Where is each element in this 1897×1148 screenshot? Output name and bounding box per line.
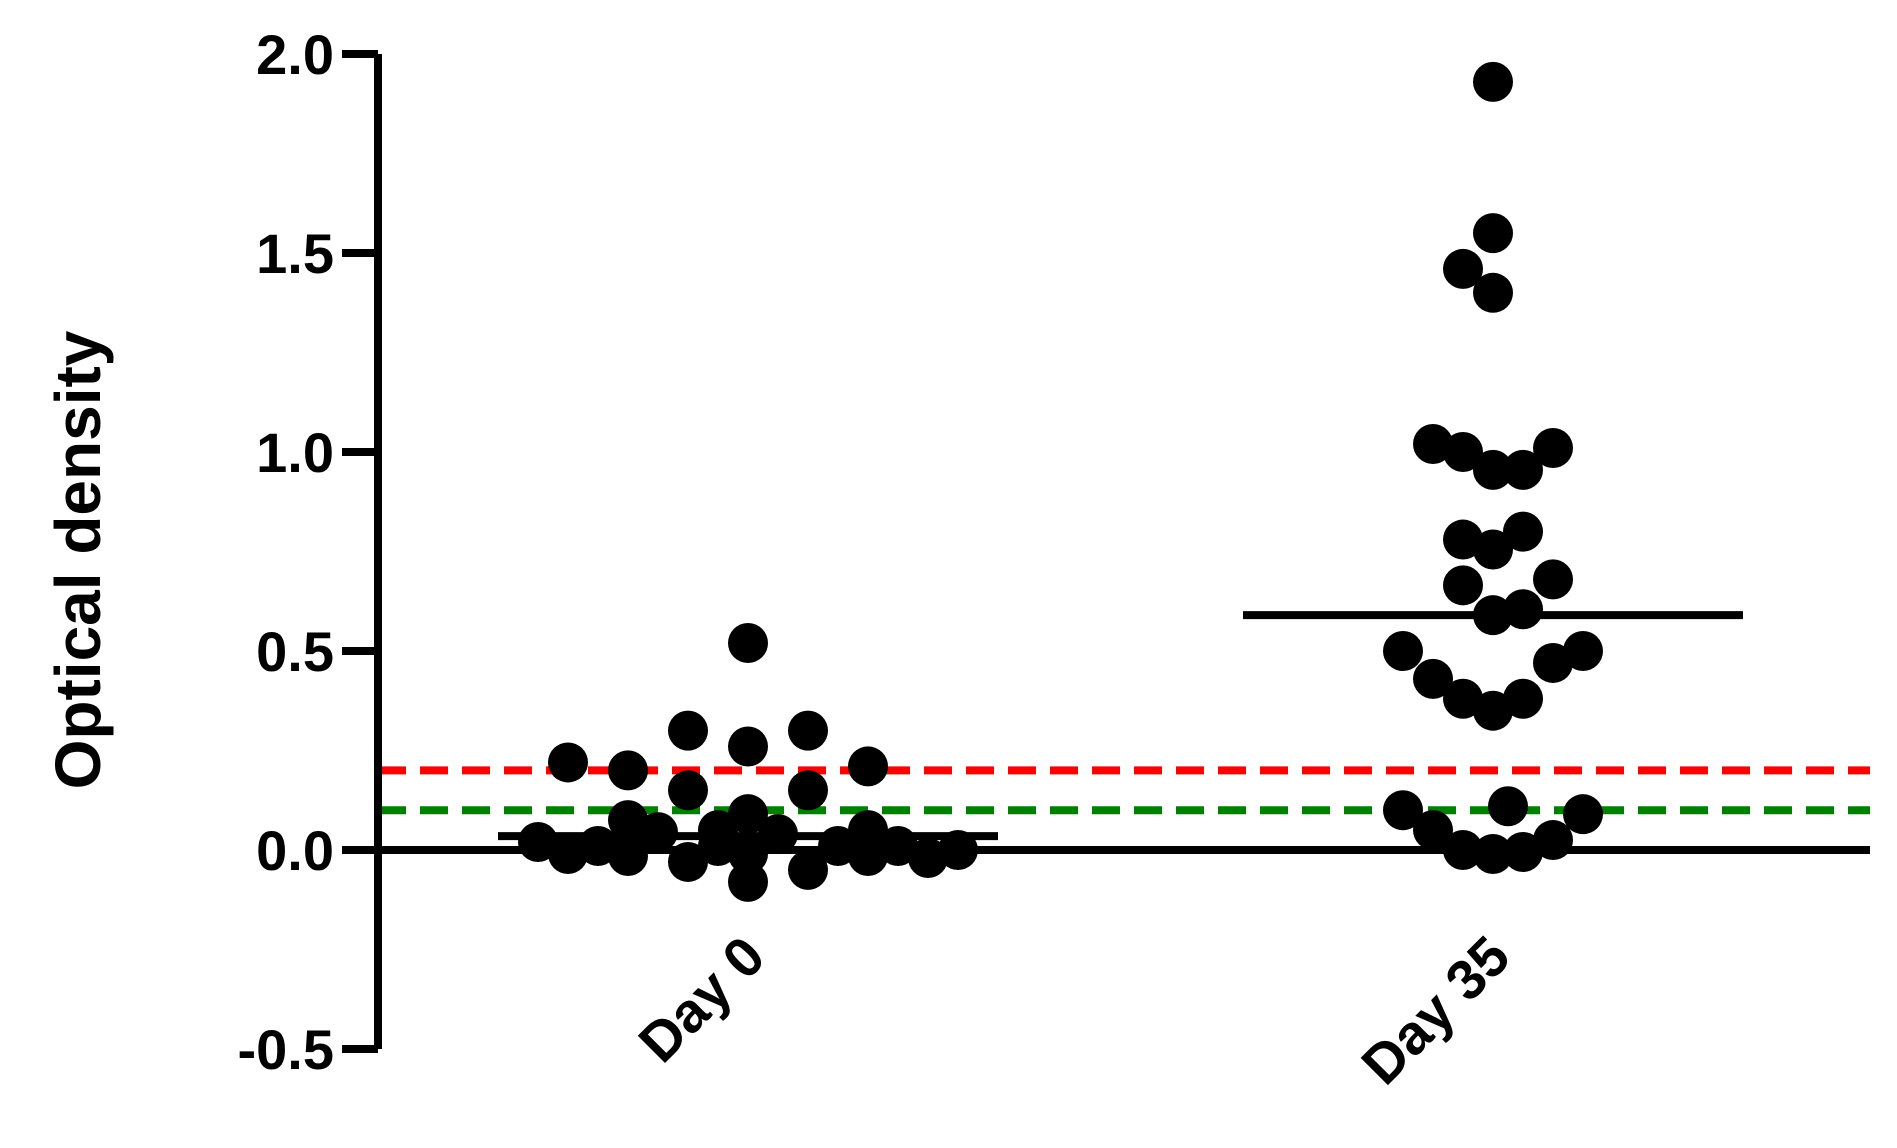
data-point-1-27 (1533, 820, 1573, 861)
data-point-1-19 (1413, 658, 1453, 699)
y-tick-label-2: 0.5 (256, 620, 334, 683)
data-point-1-25 (1563, 794, 1603, 835)
data-point-1-2 (1443, 248, 1483, 289)
data-point-1-21 (1503, 678, 1543, 719)
data-point-0-19 (878, 826, 918, 867)
x-category-label-1: Day 35 (1349, 924, 1521, 1096)
data-point-0-8 (788, 770, 828, 811)
data-point-0-4 (548, 742, 588, 783)
data-point-1-16 (1383, 631, 1423, 671)
data-point-0-17 (698, 826, 738, 867)
y-axis: -0.5 0.0 0.5 1.0 1.5 2.0 (238, 23, 382, 1081)
data-point-1-30 (1473, 833, 1513, 874)
data-point-0-21 (548, 833, 588, 874)
data-point-1-8 (1503, 449, 1543, 490)
y-tick-label-4: 1.5 (256, 222, 334, 285)
data-point-1-5 (1533, 428, 1573, 469)
data-point-0-24 (848, 835, 888, 876)
data-point-0-0 (728, 623, 768, 664)
data-point-1-10 (1443, 519, 1483, 560)
data-point-1-0 (1473, 61, 1513, 102)
data-point-0-5 (848, 746, 888, 787)
data-point-1-7 (1473, 449, 1513, 490)
data-point-0-27 (788, 849, 828, 890)
data-point-1-12 (1533, 559, 1573, 600)
data-point-0-15 (518, 822, 558, 863)
data-point-0-26 (668, 841, 708, 882)
y-tick-label-3: 1.0 (256, 421, 334, 484)
data-point-1-1 (1473, 213, 1513, 254)
data-point-0-16 (578, 826, 618, 867)
data-point-0-23 (728, 833, 768, 874)
data-point-0-14 (758, 814, 798, 855)
data-point-1-15 (1473, 595, 1513, 636)
data-point-1-6 (1443, 432, 1483, 472)
data-point-1-11 (1473, 529, 1513, 570)
data-point-0-6 (608, 750, 648, 791)
y-tick-label-5: 2.0 (256, 23, 334, 86)
data-point-1-22 (1473, 690, 1513, 731)
data-point-1-9 (1503, 511, 1543, 552)
x-axis-labels: Day 0 Day 35 (626, 924, 1521, 1096)
data-point-1-28 (1443, 830, 1483, 870)
data-point-0-18 (818, 826, 858, 867)
data-points (518, 61, 1603, 902)
data-point-0-13 (638, 812, 678, 853)
x-category-label-0: Day 0 (626, 924, 776, 1074)
data-point-0-22 (608, 835, 648, 876)
data-point-1-3 (1473, 272, 1513, 313)
data-point-1-29 (1503, 831, 1543, 872)
data-point-1-18 (1533, 642, 1573, 683)
data-point-0-10 (608, 800, 648, 841)
data-point-0-1 (788, 710, 828, 751)
data-point-0-3 (728, 726, 768, 767)
data-point-0-28 (728, 861, 768, 902)
y-tick-label-0: -0.5 (238, 1018, 335, 1081)
data-point-0-7 (668, 770, 708, 811)
data-point-0-9 (728, 794, 768, 835)
y-tick-label-1: 0.0 (256, 819, 334, 882)
data-point-1-13 (1443, 565, 1483, 606)
data-point-1-24 (1383, 790, 1423, 831)
data-point-1-26 (1413, 810, 1453, 851)
data-point-1-17 (1563, 631, 1603, 671)
data-point-0-25 (908, 837, 948, 878)
y-axis-title: Optical density (42, 330, 114, 789)
data-point-1-14 (1503, 589, 1543, 630)
data-point-1-20 (1443, 678, 1483, 719)
data-point-0-20 (938, 830, 978, 870)
data-point-1-23 (1488, 786, 1528, 827)
data-point-0-2 (668, 710, 708, 751)
data-point-1-4 (1413, 424, 1453, 465)
